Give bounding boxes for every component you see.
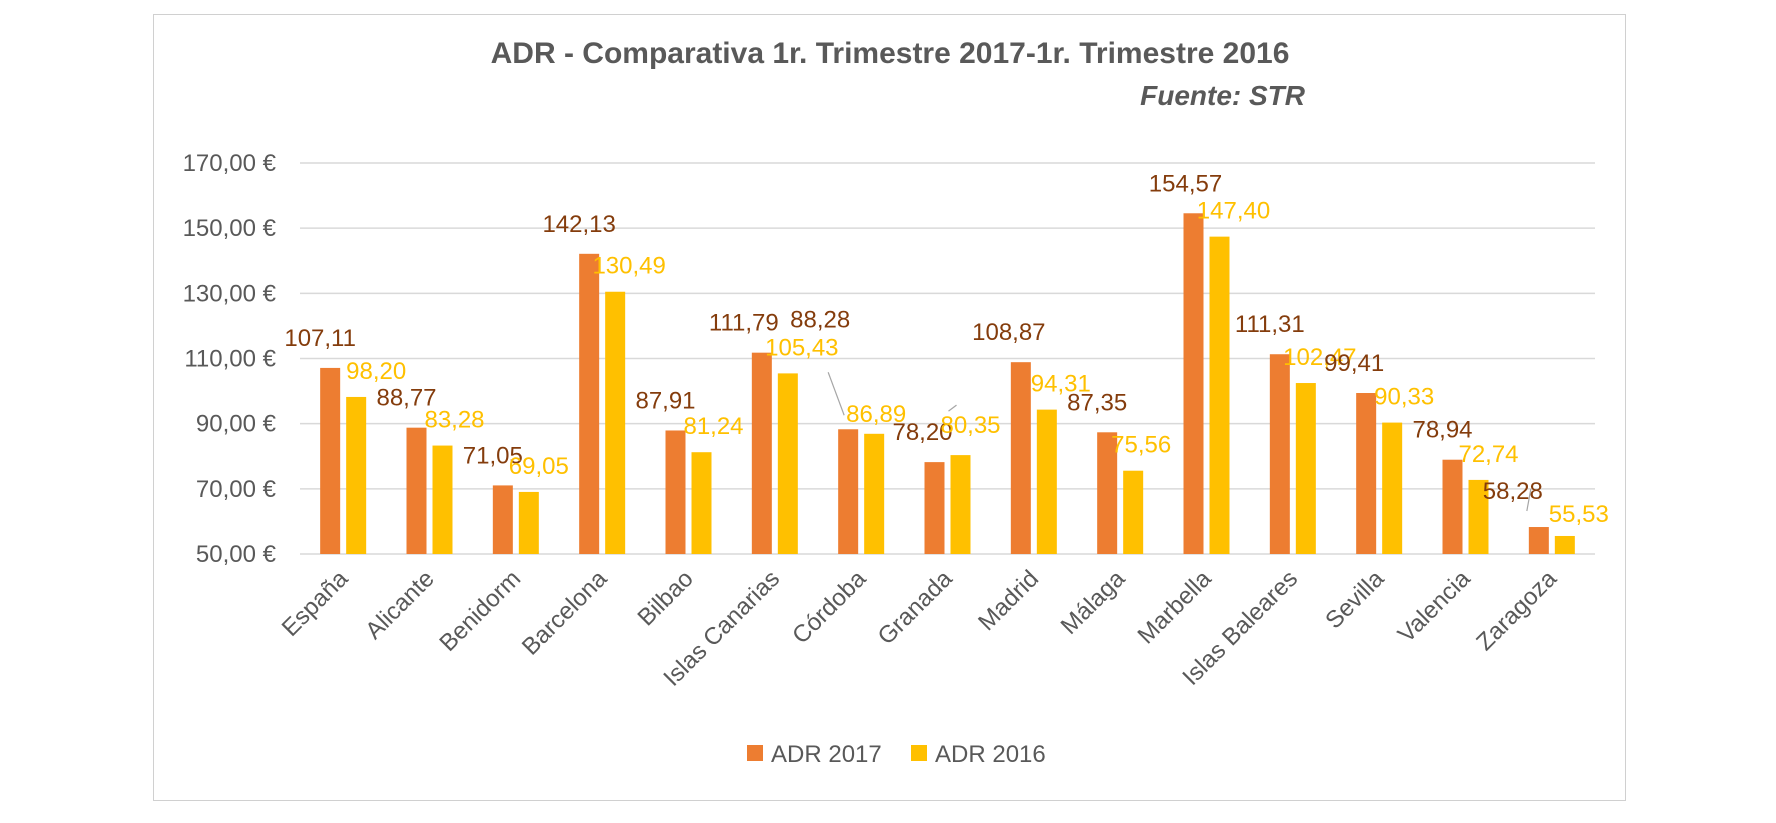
data-label-2017: 78,20 — [892, 419, 952, 446]
x-category-label: Zaragoza — [1471, 565, 1562, 656]
y-tick-label: 50,00 € — [196, 541, 277, 568]
bar-adr-2016 — [1554, 535, 1575, 554]
data-label-2017: 88,77 — [376, 385, 436, 412]
y-tick-label: 70,00 € — [196, 476, 277, 503]
data-label-2016: 81,24 — [683, 413, 743, 440]
data-label-2016: 90,33 — [1374, 384, 1434, 411]
x-category-label: Granada — [873, 565, 959, 651]
bar-adr-2016 — [1382, 422, 1403, 554]
chart-subtitle: Fuente: STR — [1140, 80, 1306, 111]
bar-adr-2017 — [1010, 362, 1031, 554]
data-label-2016: 86,89 — [846, 401, 906, 428]
bar-adr-2016 — [950, 455, 971, 554]
data-label-2017: 111,31 — [1235, 311, 1305, 338]
bar-adr-2016 — [1123, 470, 1144, 554]
y-axis-ticks: 50,00 € 70,00 € 90,00 € 110,00 € 130,00 € 150… — [183, 150, 277, 568]
bar-adr-2016 — [1209, 236, 1230, 554]
y-tick-label: 110,00 € — [184, 346, 276, 373]
x-category-label: Marbella — [1133, 565, 1218, 650]
bars — [320, 213, 1575, 555]
bar-adr-2016 — [1295, 383, 1316, 554]
legend-label: ADR 2016 — [935, 741, 1046, 768]
legend-swatch — [747, 745, 763, 761]
label-leader-line — [1526, 488, 1532, 512]
x-category-label: Benidorm — [434, 565, 526, 657]
bar-adr-2016 — [864, 433, 885, 554]
data-label-2016: 94,31 — [1031, 371, 1091, 398]
x-category-label: Madrid — [973, 565, 1044, 636]
data-label-2017: 58,28 — [1483, 478, 1543, 505]
data-label-2017: 154,57 — [1149, 170, 1222, 197]
y-tick-label: 130,00 € — [183, 280, 277, 307]
x-category-label: Sevilla — [1320, 565, 1390, 635]
bar-adr-2016 — [432, 445, 453, 554]
bar-adr-2017 — [406, 427, 427, 554]
data-label-2017: 71,05 — [463, 442, 523, 469]
data-label-2016: 75,56 — [1111, 432, 1171, 459]
data-label-2017: 108,87 — [972, 319, 1045, 346]
bar-adr-2016 — [346, 396, 367, 554]
y-tick-label: 90,00 € — [196, 411, 277, 438]
data-label-2016: 130,49 — [592, 253, 665, 280]
data-label-2017: 88,28 — [790, 306, 850, 333]
data-label-2016: 147,40 — [1197, 198, 1270, 225]
bar-adr-2017 — [1528, 527, 1549, 554]
x-category-label: España — [277, 565, 354, 642]
bar-adr-2017 — [665, 430, 686, 554]
data-label-2017: 99,41 — [1324, 350, 1384, 377]
bar-adr-2017 — [1356, 393, 1377, 554]
bar-adr-2017 — [751, 352, 772, 554]
data-label-2016: 80,35 — [940, 412, 1000, 439]
data-label-2016: 72,74 — [1458, 441, 1518, 468]
gridlines — [300, 162, 1595, 555]
data-label-2016: 105,43 — [765, 334, 838, 361]
bar-adr-2016 — [605, 291, 626, 554]
data-label-2016: 102,47 — [1283, 344, 1356, 371]
bar-adr-2016 — [1036, 409, 1057, 554]
x-category-label: Málaga — [1056, 565, 1131, 640]
x-category-label: Bilbao — [632, 565, 698, 631]
data-label-2017: 78,94 — [1412, 417, 1472, 444]
bar-adr-2016 — [1468, 479, 1489, 554]
data-label-2016: 69,05 — [509, 453, 569, 480]
bar-adr-2017 — [320, 367, 341, 554]
bar-adr-2017 — [1442, 459, 1463, 554]
data-label-2016: 55,53 — [1549, 501, 1609, 528]
bar-adr-2016 — [777, 373, 798, 554]
x-category-label: Alicante — [360, 565, 439, 644]
legend: ADR 2017 ADR 2016 — [747, 741, 1046, 768]
label-leader-line — [827, 372, 845, 416]
bar-adr-2017 — [1097, 432, 1118, 554]
data-label-2016: 83,28 — [424, 407, 484, 434]
bar-adr-2017 — [1183, 213, 1204, 555]
x-category-label: Córdoba — [787, 565, 872, 650]
bar-adr-2017 — [924, 462, 945, 554]
bar-adr-2016 — [691, 452, 712, 554]
data-label-2017: 87,91 — [635, 387, 695, 414]
bar-adr-2017 — [579, 253, 600, 554]
bar-adr-2016 — [518, 491, 539, 554]
bar-adr-2017 — [838, 429, 859, 554]
legend-swatch — [911, 745, 927, 761]
x-category-label: Barcelona — [517, 565, 613, 661]
y-tick-label: 170,00 € — [183, 150, 277, 177]
y-tick-label: 150,00 € — [183, 215, 277, 242]
bar-adr-2017 — [492, 485, 513, 554]
data-label-2017: 107,11 — [284, 325, 356, 352]
label-leader-line — [948, 404, 957, 412]
chart-frame — [153, 14, 1626, 801]
legend-label: ADR 2017 — [771, 741, 882, 768]
bar-adr-2017 — [1269, 354, 1290, 554]
chart-title: ADR - Comparativa 1r. Trimestre 2017-1r.… — [491, 37, 1290, 70]
x-category-label: Valencia — [1393, 565, 1476, 648]
data-label-2017: 87,35 — [1067, 389, 1127, 416]
data-label-2017: 111,79 — [709, 310, 779, 337]
data-label-2017: 142,13 — [542, 211, 615, 238]
data-label-2016: 98,20 — [346, 358, 406, 385]
